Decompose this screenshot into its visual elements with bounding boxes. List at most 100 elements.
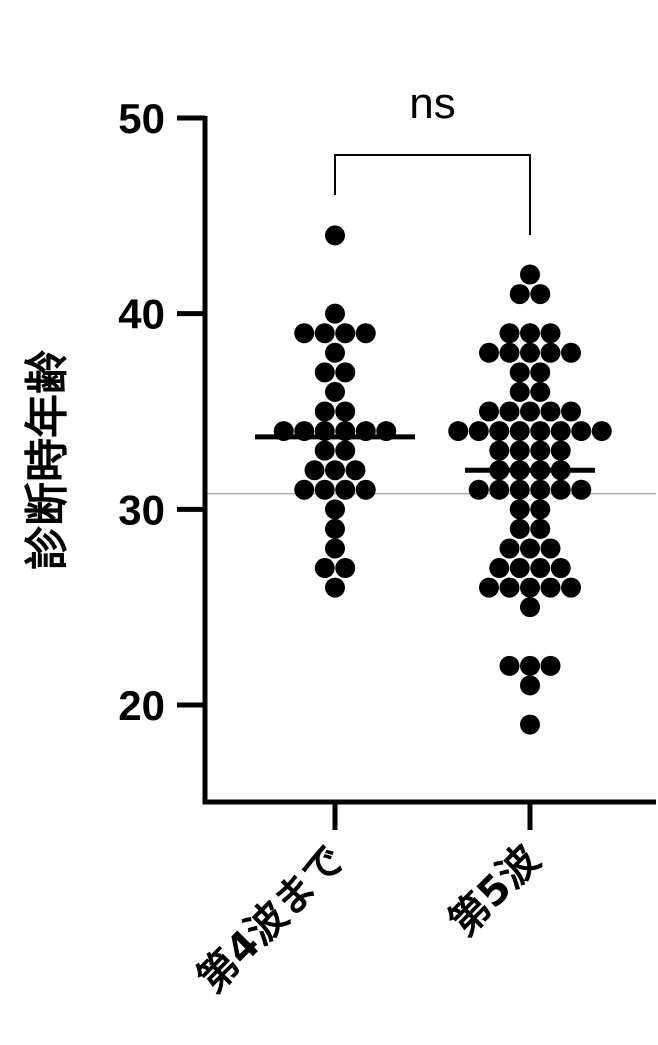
data-point xyxy=(314,323,335,344)
data-point xyxy=(561,342,581,363)
y-axis-title: 診断時年齢 xyxy=(22,350,73,570)
data-point xyxy=(509,479,530,500)
data-point xyxy=(520,597,540,618)
data-point xyxy=(335,401,356,422)
data-point xyxy=(314,558,335,579)
data-point xyxy=(520,655,540,676)
data-point xyxy=(530,421,551,442)
data-point xyxy=(540,538,561,559)
data-point xyxy=(499,577,520,598)
data-point xyxy=(355,323,376,344)
data-point xyxy=(489,440,510,461)
data-point xyxy=(335,558,356,579)
data-point xyxy=(520,342,540,363)
data-point xyxy=(335,479,356,500)
data-point xyxy=(335,362,356,383)
data-point xyxy=(571,479,592,500)
data-point xyxy=(355,479,376,500)
y-tick-label: 40 xyxy=(118,291,165,338)
data-point xyxy=(520,675,540,696)
data-point xyxy=(479,577,499,598)
data-point xyxy=(550,479,571,500)
y-tick-label: 20 xyxy=(118,682,165,729)
significance-annotation: ns xyxy=(334,79,531,235)
data-point xyxy=(520,323,540,344)
data-point xyxy=(325,225,345,246)
data-point xyxy=(540,323,561,344)
data-point xyxy=(468,421,489,442)
x-category-label: 第5波 xyxy=(440,837,549,946)
data-point xyxy=(325,460,345,481)
data-point xyxy=(325,577,345,598)
data-point xyxy=(325,518,345,539)
significance-label: ns xyxy=(409,79,455,128)
data-point xyxy=(550,421,571,442)
data-point xyxy=(520,577,540,598)
data-point xyxy=(479,401,499,422)
data-point xyxy=(499,655,520,676)
data-point xyxy=(314,362,335,383)
data-point xyxy=(489,479,510,500)
data-point xyxy=(520,714,540,735)
data-point xyxy=(530,518,551,539)
data-point xyxy=(509,381,530,402)
data-point xyxy=(540,655,561,676)
data-point xyxy=(530,362,551,383)
data-point xyxy=(325,538,345,559)
data-point xyxy=(325,381,345,402)
data-point xyxy=(530,479,551,500)
data-point xyxy=(335,323,356,344)
data-point xyxy=(540,577,561,598)
data-point xyxy=(520,538,540,559)
data-point xyxy=(489,558,510,579)
data-point xyxy=(468,479,489,500)
data-point xyxy=(314,401,335,422)
data-point xyxy=(540,342,561,363)
data-point xyxy=(345,460,366,481)
data-point xyxy=(509,558,530,579)
data-point xyxy=(499,323,520,344)
data-points xyxy=(273,225,612,735)
data-point xyxy=(591,421,612,442)
data-point xyxy=(489,421,510,442)
y-tick-label: 30 xyxy=(118,486,165,533)
data-point xyxy=(335,440,356,461)
data-point xyxy=(509,499,530,520)
data-point xyxy=(509,518,530,539)
axes: 20 30 40 50 第4波まで 第5波 xyxy=(118,95,656,1002)
data-point xyxy=(530,284,551,305)
data-point xyxy=(294,323,315,344)
data-point xyxy=(530,381,551,402)
data-point xyxy=(550,440,571,461)
data-point xyxy=(294,479,315,500)
data-point xyxy=(509,440,530,461)
data-point xyxy=(499,342,520,363)
data-point xyxy=(540,401,561,422)
data-point xyxy=(509,421,530,442)
data-point xyxy=(499,538,520,559)
data-point xyxy=(325,303,345,324)
data-point xyxy=(530,499,551,520)
data-point xyxy=(561,401,581,422)
data-point xyxy=(520,264,540,285)
data-point xyxy=(550,558,571,579)
data-point xyxy=(561,577,581,598)
data-point xyxy=(314,479,335,500)
data-point xyxy=(530,558,551,579)
data-point xyxy=(520,401,540,422)
data-point xyxy=(499,401,520,422)
data-point xyxy=(304,460,325,481)
data-point xyxy=(571,421,592,442)
data-point xyxy=(530,440,551,461)
data-point xyxy=(479,342,499,363)
data-point xyxy=(509,362,530,383)
data-point xyxy=(509,284,530,305)
data-point xyxy=(448,421,469,442)
significance-bracket xyxy=(334,154,531,235)
y-tick-label: 50 xyxy=(118,95,165,142)
data-point xyxy=(325,499,345,520)
median-lines xyxy=(255,434,595,473)
data-point xyxy=(314,440,335,461)
x-category-label: 第4波まで xyxy=(189,837,354,1002)
